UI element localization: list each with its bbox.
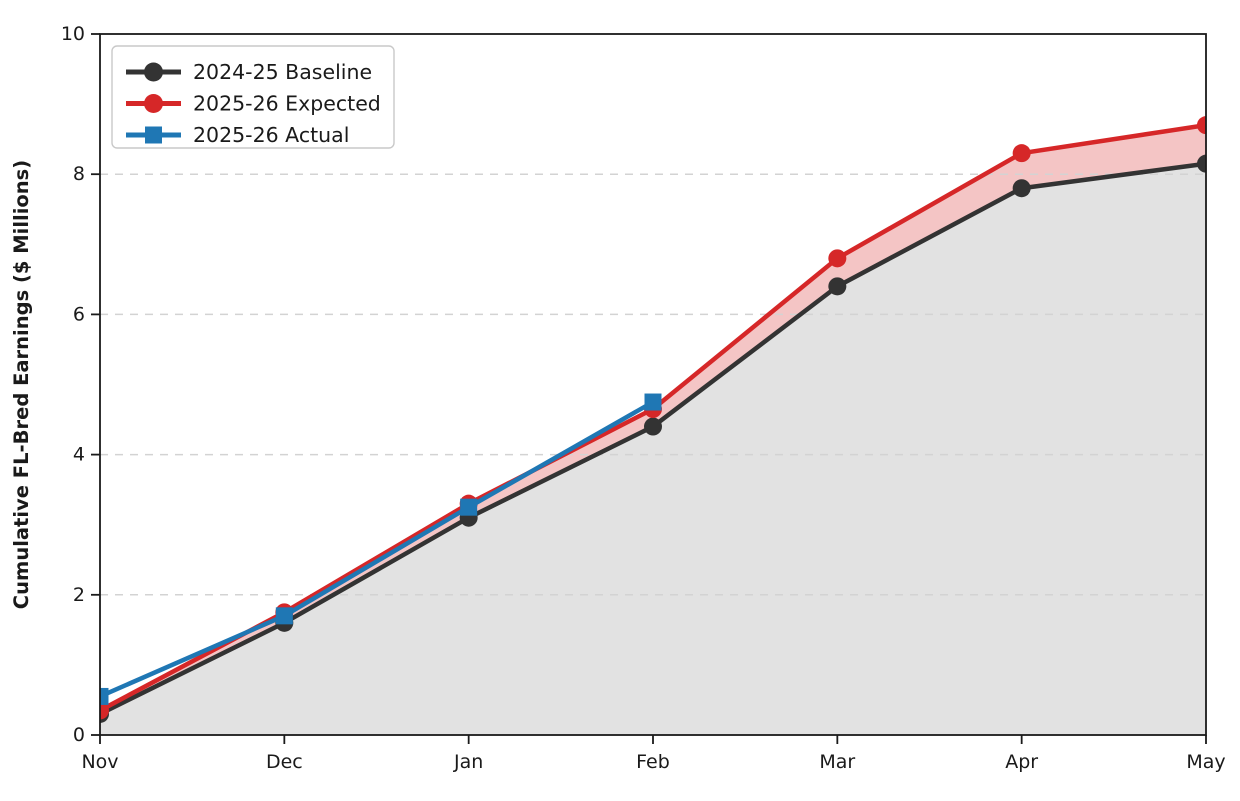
axes: 0 2 4 6 8 10 Nov Dec Jan Feb Mar Apr May (61, 23, 1226, 773)
y-tick-label: 10 (61, 23, 85, 45)
data-point-circle (828, 249, 847, 268)
x-tick-label: Jan (453, 751, 483, 773)
series-line (100, 399, 656, 699)
data-point-circle (1012, 179, 1031, 198)
data-point-square (644, 393, 662, 411)
legend: 2024-25 Baseline 2025-26 Expected 2025-26 … (111, 45, 395, 149)
data-point-square (100, 687, 109, 705)
baseline-area-fill (100, 163, 1206, 735)
x-tick-label: May (1186, 751, 1225, 773)
data-point-circle (1012, 144, 1031, 163)
x-tick-label: Dec (266, 751, 303, 773)
data-point-square (275, 607, 293, 625)
x-tick-label: Feb (636, 751, 670, 773)
data-point-circle (1197, 154, 1206, 173)
legend-item: 2025-26 Actual (126, 123, 349, 147)
x-tick-label: Mar (819, 751, 855, 773)
gridlines (100, 173, 1206, 596)
legend-marker-square (145, 126, 162, 144)
x-tick-label: Apr (1005, 751, 1038, 773)
data-point-circle (828, 277, 847, 296)
legend-label: 2025-26 Expected (193, 92, 381, 116)
legend-label: 2025-26 Actual (193, 123, 349, 147)
y-tick-label: 8 (73, 163, 85, 185)
y-tick-label: 4 (73, 444, 85, 466)
legend-box (111, 45, 395, 149)
legend-label: 2024-25 Baseline (193, 60, 372, 84)
data-point-square (460, 498, 478, 516)
data-point-circle (100, 701, 109, 720)
y-axis-label: Cumulative FL-Bred Earnings ($ Millions) (10, 160, 33, 609)
legend-item: 2025-26 Expected (126, 92, 381, 116)
legend-marker-circle (144, 94, 163, 113)
data-point-circle (1197, 116, 1206, 135)
legend-marker-circle (144, 62, 163, 82)
y-tick-label: 0 (73, 724, 85, 746)
y-tick-label: 2 (73, 584, 85, 606)
series-2 (100, 393, 662, 705)
x-tick-label: Nov (81, 751, 118, 773)
legend-item: 2024-25 Baseline (126, 60, 372, 84)
y-tick-label: 6 (73, 303, 85, 325)
data-point-circle (644, 417, 662, 436)
